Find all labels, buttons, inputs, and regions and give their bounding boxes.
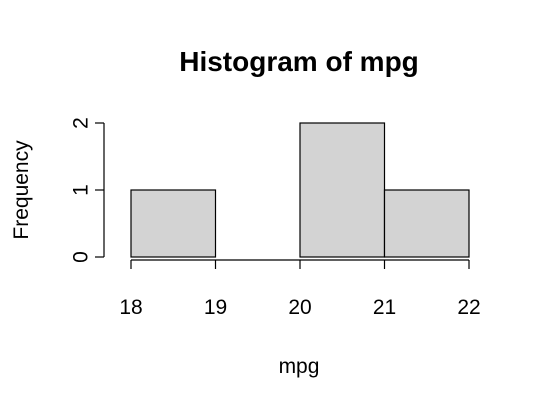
chart-title: Histogram of mpg xyxy=(179,46,419,77)
x-tick-label-20: 20 xyxy=(288,296,311,319)
y-tick-label-2: 2 xyxy=(70,117,93,129)
x-tick-label-21: 21 xyxy=(373,296,396,319)
y-axis: 0 1 2 xyxy=(70,117,105,263)
x-tick-label-19: 19 xyxy=(204,296,227,319)
histogram-bar-20-21 xyxy=(299,122,386,258)
x-tick-label-22: 22 xyxy=(457,296,480,319)
x-axis-label: mpg xyxy=(279,355,320,378)
y-axis-label: Frequency xyxy=(10,140,33,240)
y-tick-label-0: 0 xyxy=(70,251,93,263)
x-axis: 18 19 20 21 22 xyxy=(119,259,481,319)
y-tick-label-1: 1 xyxy=(70,184,93,196)
histogram-bar-18-19 xyxy=(130,189,217,258)
bars-layer xyxy=(130,122,470,258)
x-tick-label-18: 18 xyxy=(119,296,142,319)
histogram-bar-21-22 xyxy=(383,189,470,258)
